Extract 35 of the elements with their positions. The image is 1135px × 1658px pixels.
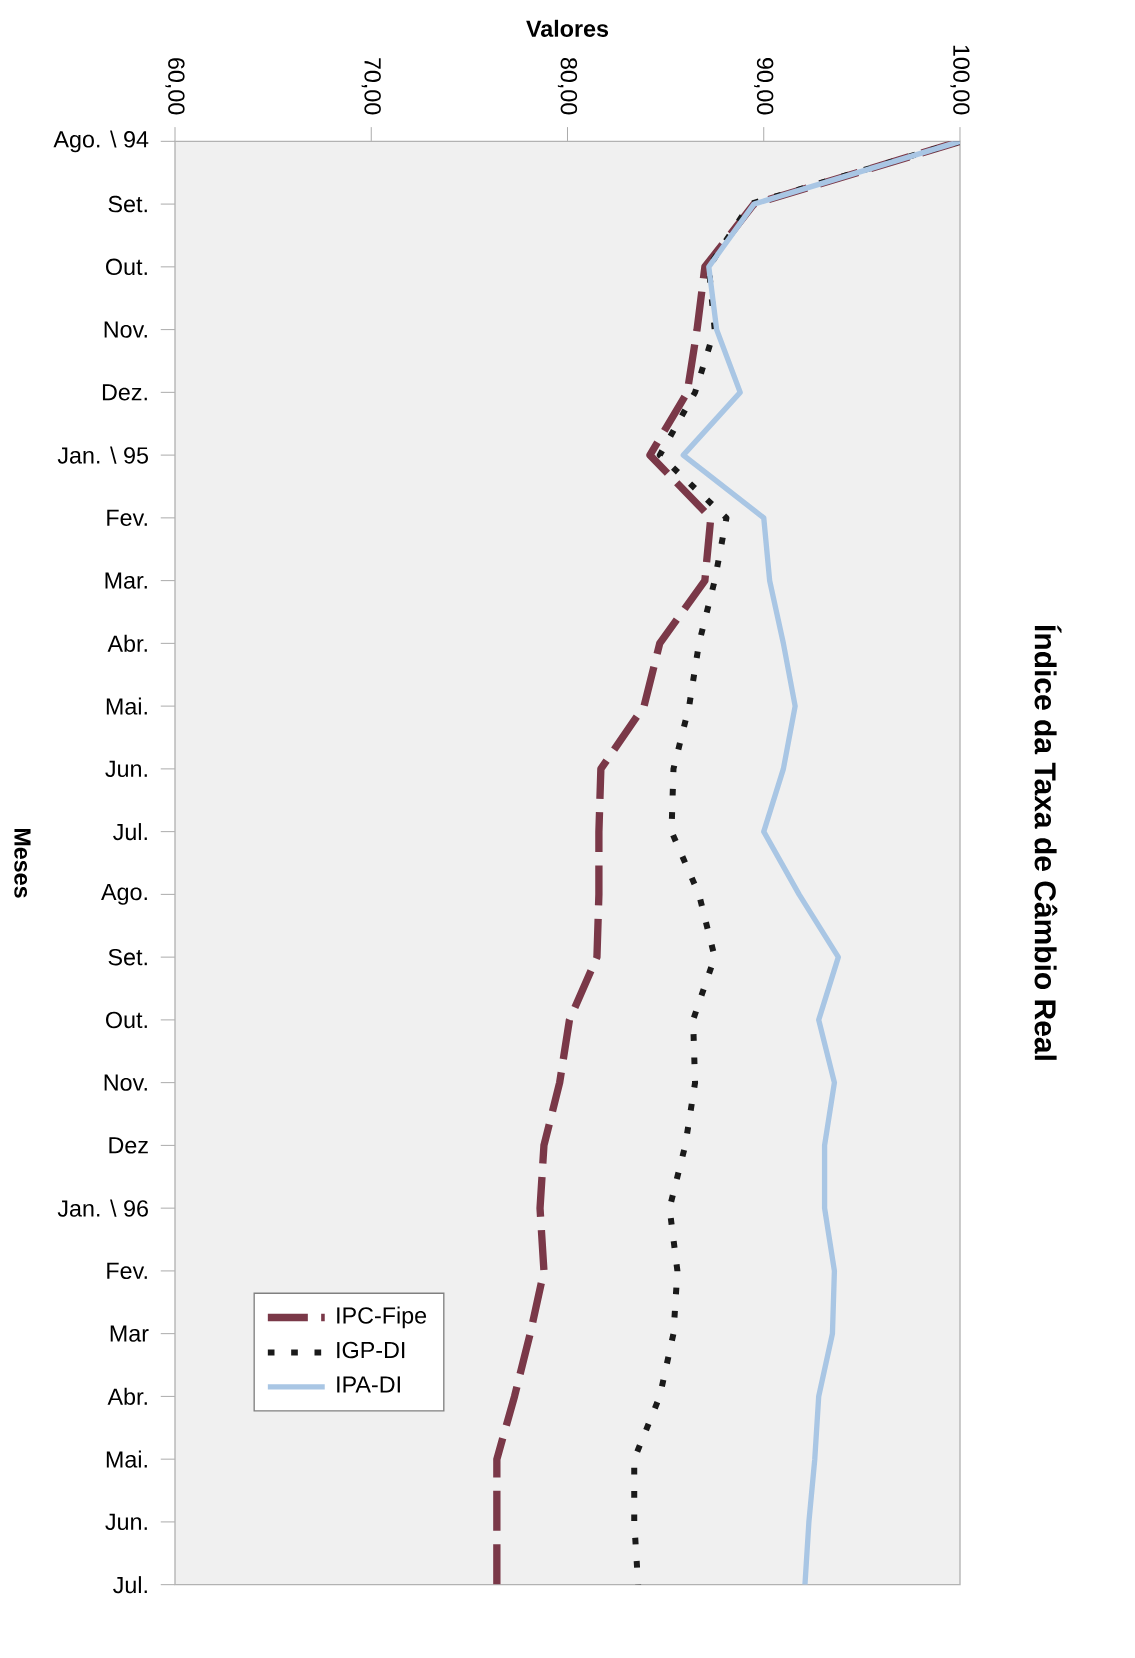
y-tick-label: Jul. bbox=[113, 1576, 147, 1594]
y-axis-title: Meses bbox=[14, 828, 31, 898]
y-tick-label: Mai. bbox=[106, 1450, 147, 1468]
y-tick-label: Set. bbox=[108, 948, 147, 966]
y-tick-label: Out. bbox=[106, 258, 147, 276]
y-tick-label: Jan. \ 96 bbox=[57, 1199, 148, 1217]
x-axis-title: Valores bbox=[526, 19, 609, 37]
y-tick-label: Jun. bbox=[105, 1513, 147, 1531]
y-tick-label: Dez bbox=[109, 1137, 148, 1154]
x-tick-label: 70,00 bbox=[361, 58, 381, 115]
y-tick-label: Abr. bbox=[107, 634, 147, 652]
y-tick-label: Mai. bbox=[106, 697, 147, 715]
y-tick-label: Jun. bbox=[105, 760, 147, 777]
y-tick-label: Set. bbox=[108, 195, 147, 213]
legend-label: IPC-Fipe bbox=[337, 1306, 427, 1329]
y-tick-label: Dez. bbox=[102, 384, 147, 401]
y-tick-label: Abr. bbox=[107, 1387, 147, 1405]
y-tick-label: Ago. bbox=[101, 883, 147, 905]
y-tick-label: Nov. bbox=[104, 1074, 147, 1091]
y-tick-label: Mar bbox=[110, 1325, 149, 1342]
y-tick-label: Fev. bbox=[107, 1262, 147, 1280]
text: Índice da Taxa de Câmbio Real bbox=[1034, 625, 1062, 1060]
x-tick-label: 100,00 bbox=[950, 45, 970, 115]
x-tick-label: 90,00 bbox=[754, 58, 774, 115]
y-tick-label: Mar. bbox=[105, 572, 147, 589]
y-tick-label: Fev. bbox=[107, 509, 147, 526]
x-tick-label: 60,00 bbox=[165, 58, 185, 115]
y-tick-label: Jul. bbox=[113, 823, 147, 841]
y-tick-label: Out. bbox=[106, 1011, 147, 1029]
legend-label: IPA-DI bbox=[337, 1376, 400, 1393]
y-tick-label: Ago. \ 94 bbox=[53, 130, 149, 153]
legend-label: IGP-DI bbox=[337, 1341, 405, 1359]
x-tick-label: 80,00 bbox=[557, 57, 578, 115]
y-tick-label: Nov. bbox=[104, 321, 147, 338]
y-tick-label: Jan. \ 95 bbox=[57, 446, 148, 464]
